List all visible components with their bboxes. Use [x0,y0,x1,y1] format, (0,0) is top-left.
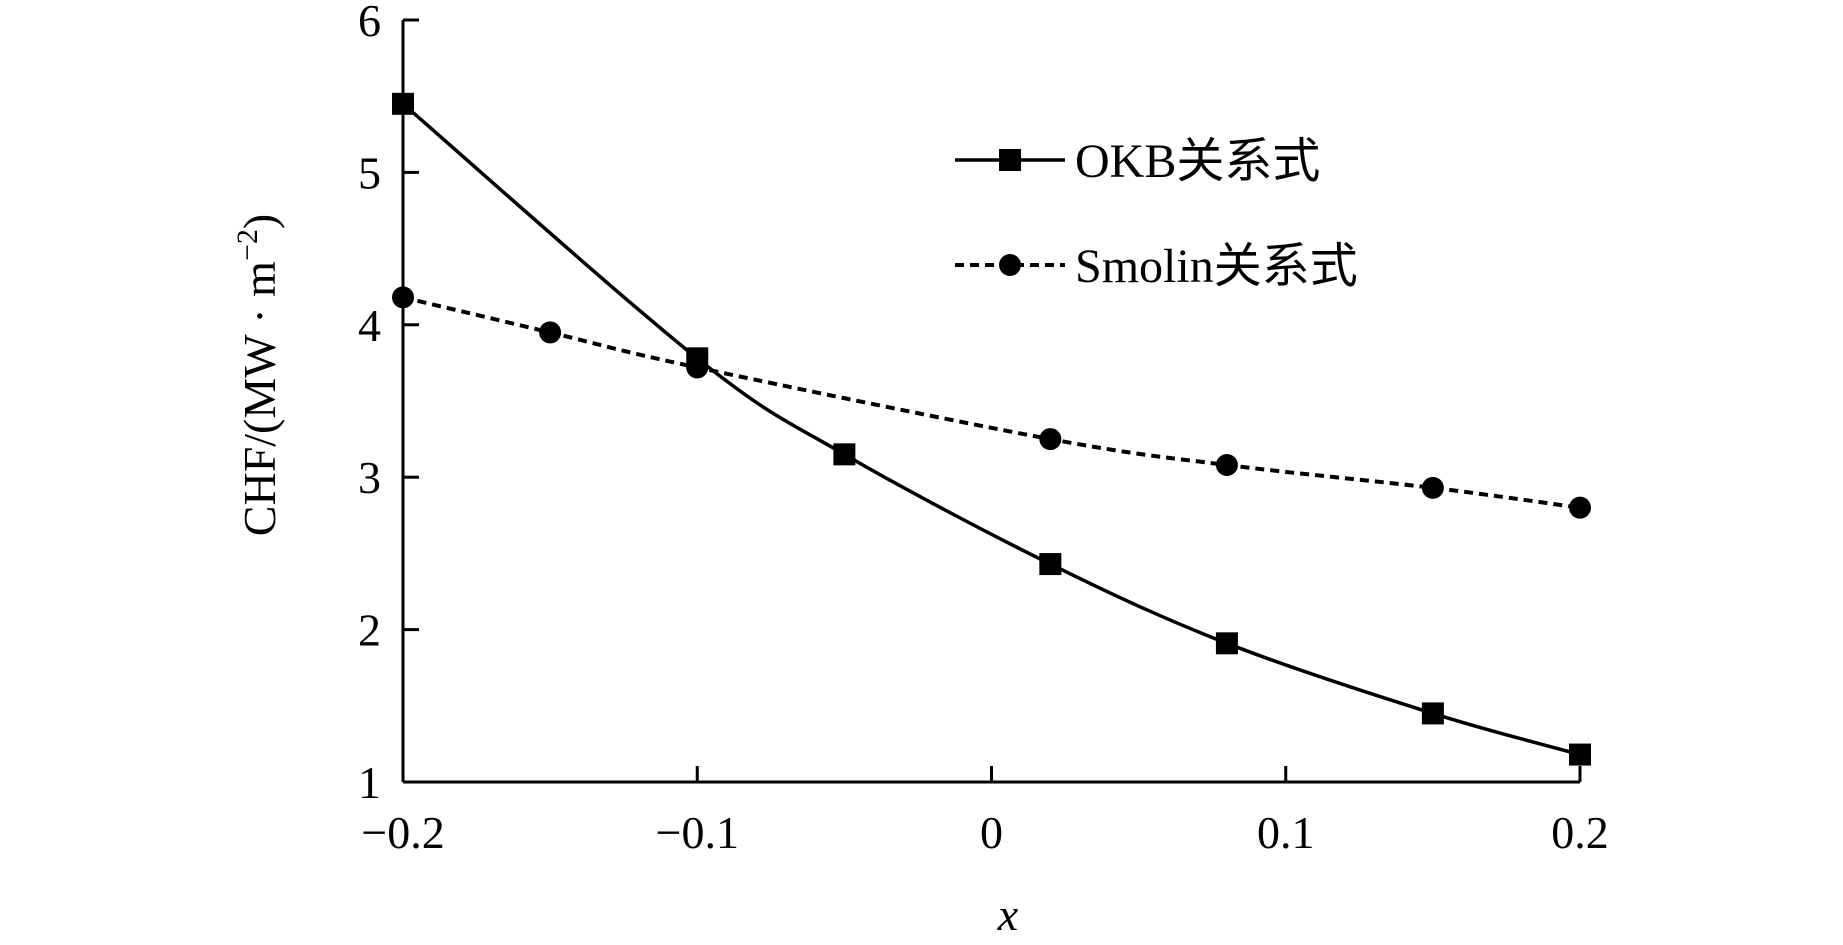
series-1-point [1215,632,1238,655]
y-tick-label: 2 [358,605,381,656]
series-line-1 [401,102,1581,757]
series-2-point [1039,428,1062,451]
axes: 1 2 3 4 5 6 −0.2 −0.1 0 0.1 0.2 [358,0,1609,858]
series-1-point [833,443,856,466]
legend-marker-2 [999,254,1021,276]
x-tick-label: 0.1 [1257,807,1315,858]
series-2-point [1421,476,1444,499]
series-1-point [1039,553,1062,576]
series-1-point [1421,702,1444,725]
y-axis-label: CHF/(MW · m−2) [231,214,285,536]
y-axis-label-close: ) [234,214,285,229]
legend-label-1: OKB关系式 [1075,135,1320,188]
y-tick-label: 6 [358,0,381,46]
x-tick-label: −0.2 [361,807,444,858]
series-line-2 [402,295,1581,510]
series-1-point [1569,743,1591,766]
x-axis-label: x [997,889,1019,940]
x-tick-label: −0.1 [656,807,739,858]
legend-label-2: Smolin关系式 [1075,240,1358,293]
y-tick-label: 4 [358,300,381,351]
series-2-point [686,356,709,379]
series-2-point [539,321,562,344]
legend-marker-1 [999,149,1021,171]
series-layer [392,92,1591,766]
y-tick-label: 3 [358,452,381,503]
x-tick-label: 0.2 [1551,807,1609,858]
series-2-point [392,286,414,309]
y-tick-label: 5 [358,147,381,198]
y-axis-label-superscript: −2 [231,229,264,261]
series-2-point [1569,496,1591,519]
series-1-point [392,92,414,115]
legend: OKB关系式 Smolin关系式 [955,135,1358,293]
y-axis-label-main: CHF/(MW · m [234,261,285,536]
series-2-point [1215,454,1238,477]
y-tick-label: 1 [358,757,381,808]
x-tick-label: 0 [980,807,1003,858]
